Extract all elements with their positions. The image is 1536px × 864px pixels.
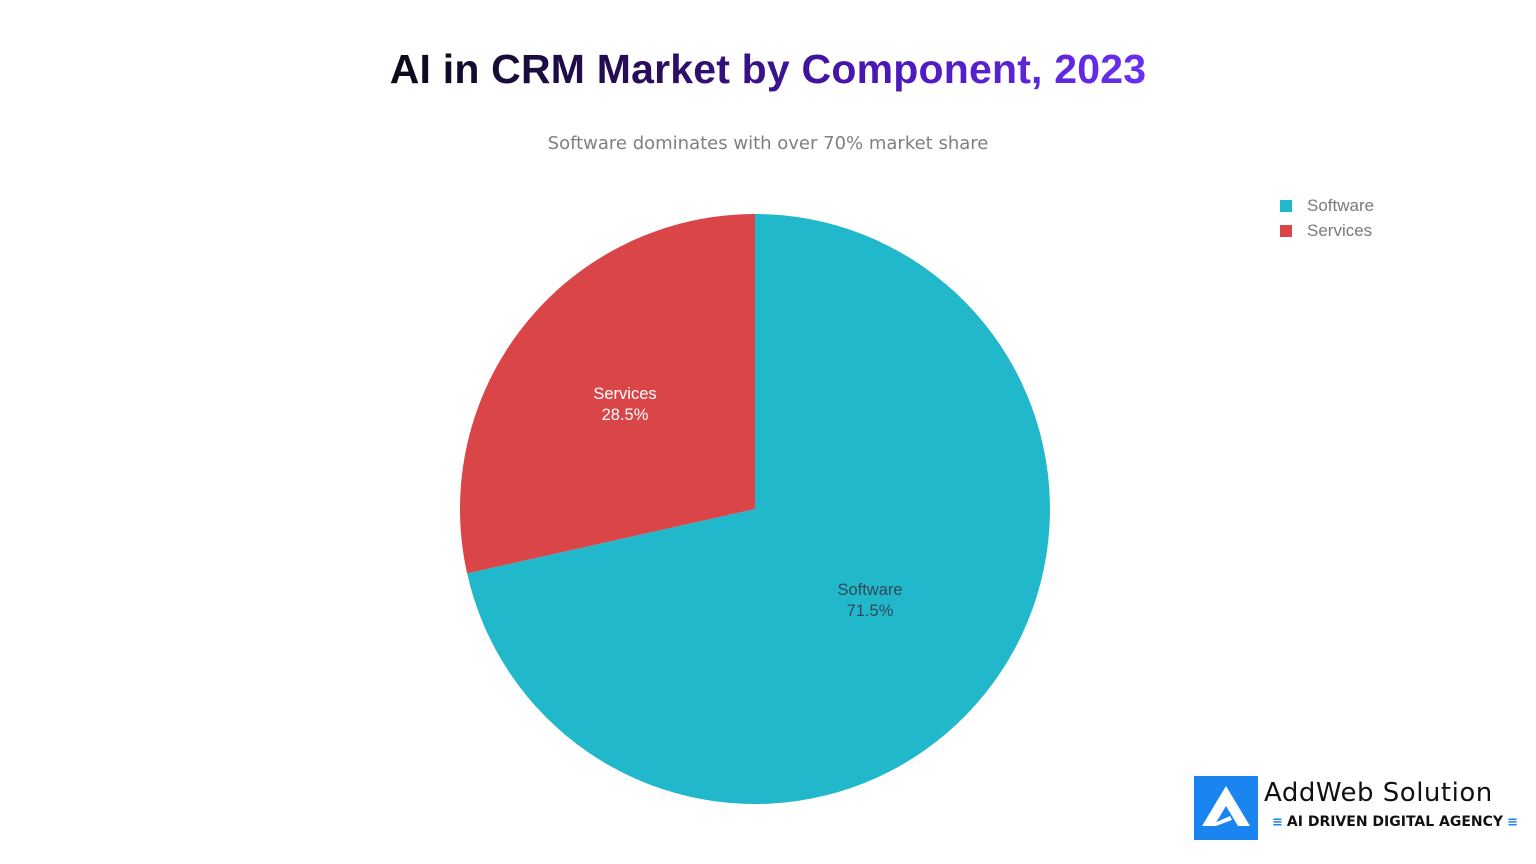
software-data-label: Software 71.5% (810, 580, 930, 622)
legend-label: Services (1307, 220, 1373, 240)
circuit-left-icon: ≡ (1272, 814, 1283, 830)
legend-swatch-services (1280, 224, 1292, 237)
logo-tagline-text: AI DRIVEN DIGITAL AGENCY (1286, 814, 1504, 830)
legend-item-software[interactable]: Software (1280, 193, 1374, 218)
services-data-label: Services 28.5% (565, 384, 685, 426)
addweb-logo: AddWeb Solution ≡ AI DRIVEN DIGITAL AGEN… (1194, 776, 1518, 840)
addweb-a-logo-icon (1194, 776, 1258, 840)
chart-subtitle: Software dominates with over 70% market … (547, 133, 989, 154)
chart-title: AI in CRM Market by Component, 2023 (389, 46, 1147, 92)
chart-legend: Software Services (1280, 193, 1374, 243)
legend-label: Software (1307, 195, 1375, 215)
software-label-name: Software (837, 581, 903, 599)
legend-item-services[interactable]: Services (1280, 218, 1374, 243)
logo-tagline: ≡ AI DRIVEN DIGITAL AGENCY ≡ (1268, 814, 1522, 830)
services-label-value: 28.5% (601, 406, 649, 424)
software-label-value: 71.5% (846, 602, 894, 620)
pie-slice-software[interactable] (467, 214, 1050, 805)
pie-slice-services[interactable] (459, 214, 755, 574)
services-label-name: Services (593, 385, 657, 403)
legend-swatch-software (1280, 199, 1292, 212)
circuit-right-icon: ≡ (1507, 814, 1518, 830)
logo-name: AddWeb Solution (1264, 778, 1493, 808)
